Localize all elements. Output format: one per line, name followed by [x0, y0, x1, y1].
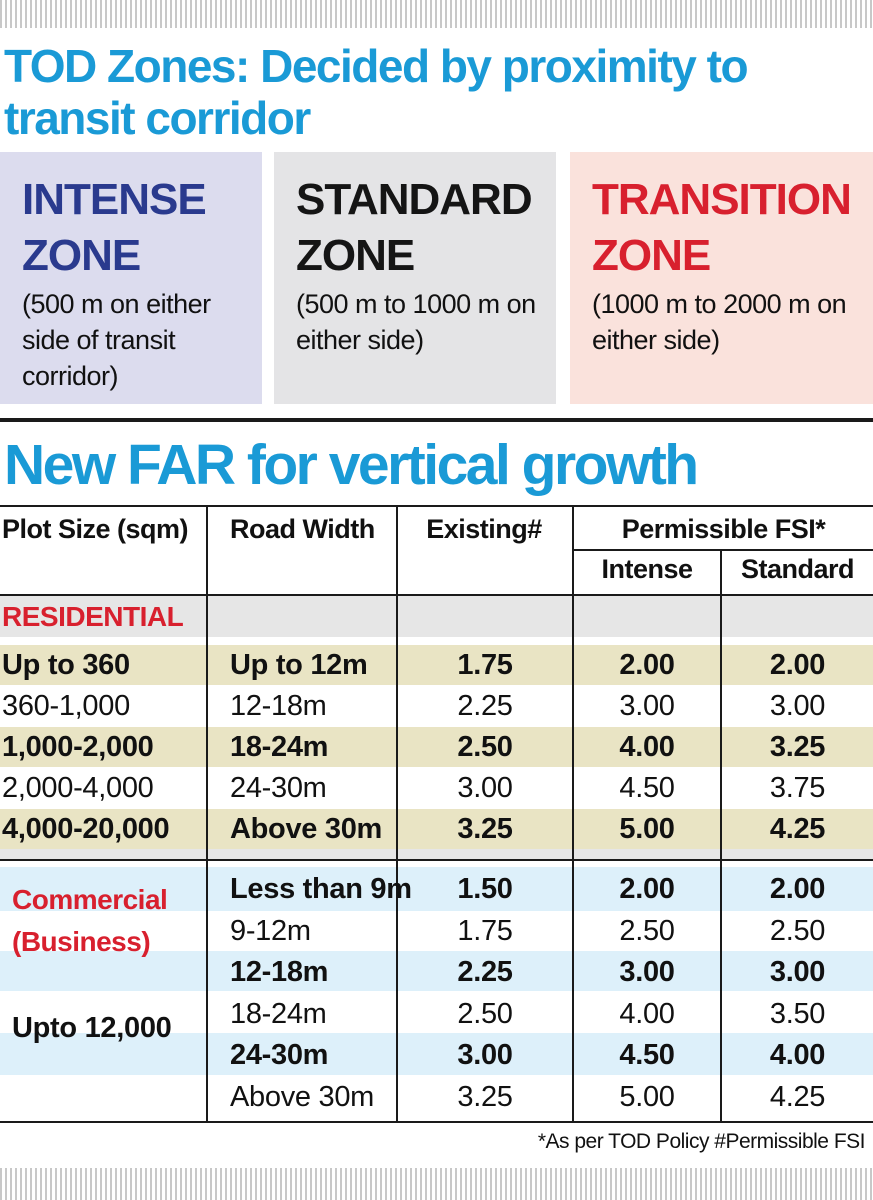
commercial-cell-road: 12-18m [230, 956, 329, 988]
section-divider [0, 418, 873, 422]
commercial-cell-intense: 2.50 [619, 914, 675, 947]
header-bottom-rule [0, 594, 873, 596]
residential-cell-intense: 2.00 [619, 649, 675, 681]
top-barcode-strip [0, 0, 873, 28]
column-rule [720, 549, 722, 1123]
zone-name-line1: INTENSE [22, 175, 207, 224]
residential-cell-road: 18-24m [230, 731, 329, 763]
header-intense: Intense [601, 554, 693, 584]
residential-cell-existing: 2.50 [457, 731, 513, 763]
residential-row-band [0, 809, 873, 849]
residential-cell-plot: 2,000-4,000 [2, 772, 154, 804]
commercial-cell-standard: 4.25 [769, 1080, 826, 1113]
residential-cell-existing: 1.75 [457, 649, 513, 681]
commercial-row-band [0, 1033, 873, 1075]
header-permissible-fsi: Permissible FSI* [621, 514, 826, 544]
commercial-label-line2: (Business) [12, 926, 151, 957]
permissible-subheader-rule [573, 549, 873, 551]
commercial-cell-existing: 2.25 [457, 956, 513, 988]
commercial-cell-existing: 3.25 [457, 1080, 513, 1113]
footnote: *As per TOD Policy #Permissible FSI [537, 1130, 866, 1153]
commercial-cell-standard: 2.00 [769, 873, 826, 905]
zone-name-line2: ZONE [296, 231, 415, 280]
commercial-cell-road: 18-24m [230, 997, 327, 1030]
residential-cell-road: Up to 12m [230, 649, 368, 681]
commercial-cell-existing: 2.50 [457, 997, 513, 1030]
far-title: New FAR for vertical growth [4, 433, 699, 497]
commercial-label-line1: Commercial [12, 884, 168, 915]
table-bottom-rule [0, 1121, 873, 1123]
residential-row-band [0, 645, 873, 685]
residential-label: RESIDENTIAL [2, 601, 184, 632]
commercial-cell-standard: 3.50 [769, 997, 826, 1030]
residential-cell-plot: 360-1,000 [2, 690, 130, 722]
commercial-cell-road: 24-30m [230, 1039, 329, 1071]
intense-zone-box: INTENSE ZONE (500 m on either side of tr… [0, 152, 262, 404]
residential-band [0, 595, 873, 637]
far-table: Plot Size (sqm) Road Width Existing# Per… [0, 505, 873, 1123]
zone-name-line2: ZONE [22, 231, 141, 280]
header-standard: Standard [740, 554, 855, 584]
commercial-cell-standard: 4.00 [769, 1039, 826, 1071]
column-rule [572, 505, 574, 1123]
commercial-cell-standard: 2.50 [769, 914, 826, 947]
residential-cell-standard: 2.00 [769, 649, 826, 681]
residential-cell-intense: 4.00 [619, 731, 675, 763]
commercial-cell-intense: 4.00 [619, 997, 675, 1030]
residential-cell-intense: 4.50 [619, 772, 675, 804]
residential-cell-road: 24-30m [230, 772, 327, 804]
commercial-cell-intense: 5.00 [619, 1080, 675, 1113]
header-plot-size: Plot Size (sqm) [2, 514, 189, 544]
commercial-cell-existing: 1.50 [457, 873, 513, 905]
standard-zone-box: STANDARD ZONE (500 m to 1000 m on either… [274, 152, 556, 404]
commercial-cell-existing: 1.75 [457, 914, 513, 947]
residential-cell-intense: 5.00 [619, 813, 675, 845]
commercial-cell-intense: 2.00 [619, 873, 675, 905]
transition-zone-box: TRANSITION ZONE (1000 m to 2000 m on eit… [570, 152, 873, 404]
commercial-cell-existing: 3.00 [457, 1039, 513, 1071]
table-top-rule [0, 505, 873, 507]
column-rule [206, 505, 208, 1123]
header-road-width: Road Width [230, 514, 375, 544]
zone-name-line2: ZONE [592, 231, 711, 280]
residential-cell-plot: 4,000-20,000 [2, 813, 170, 845]
residential-cell-road: Above 30m [230, 813, 383, 845]
zone-description: (500 m on either side of transit corrido… [22, 289, 211, 391]
residential-cell-intense: 3.00 [619, 690, 675, 722]
residential-cell-plot: 1,000-2,000 [2, 731, 154, 763]
residential-cell-road: 12-18m [230, 690, 327, 722]
residential-cell-existing: 2.25 [457, 690, 513, 722]
column-rule [396, 505, 398, 1123]
zones-title: TOD Zones: Decided by proximity to trans… [4, 40, 749, 144]
residential-cell-plot: Up to 360 [2, 649, 130, 681]
commercial-label: Commercial (Business) [12, 879, 168, 963]
zone-name-line1: TRANSITION [592, 175, 852, 224]
commercial-cell-road: Above 30m [230, 1080, 374, 1113]
bottom-barcode-strip [0, 1168, 873, 1200]
residential-cell-standard: 3.00 [769, 690, 826, 722]
spacer-band [0, 849, 873, 859]
commercial-cell-road: 9-12m [230, 914, 311, 947]
residential-cell-standard: 3.75 [769, 772, 826, 804]
commercial-cell-standard: 3.00 [769, 956, 826, 988]
commercial-row-band [0, 951, 873, 991]
residential-cell-existing: 3.25 [457, 813, 513, 845]
residential-cell-existing: 3.00 [457, 772, 513, 804]
section-rule [0, 859, 873, 861]
commercial-cell-road: Less than 9m [230, 873, 412, 905]
commercial-row-band [0, 867, 873, 911]
commercial-plot-size: Upto 12,000 [12, 1012, 172, 1044]
zone-description: (1000 m to 2000 m on either side) [592, 289, 847, 355]
residential-cell-standard: 4.25 [769, 813, 826, 845]
zone-name-line1: STANDARD [296, 175, 533, 224]
zone-description: (500 m to 1000 m on either side) [296, 289, 536, 355]
header-existing: Existing# [426, 514, 542, 544]
commercial-cell-intense: 4.50 [619, 1039, 675, 1071]
residential-cell-standard: 3.25 [769, 731, 826, 763]
commercial-cell-intense: 3.00 [619, 956, 675, 988]
residential-row-band [0, 727, 873, 767]
